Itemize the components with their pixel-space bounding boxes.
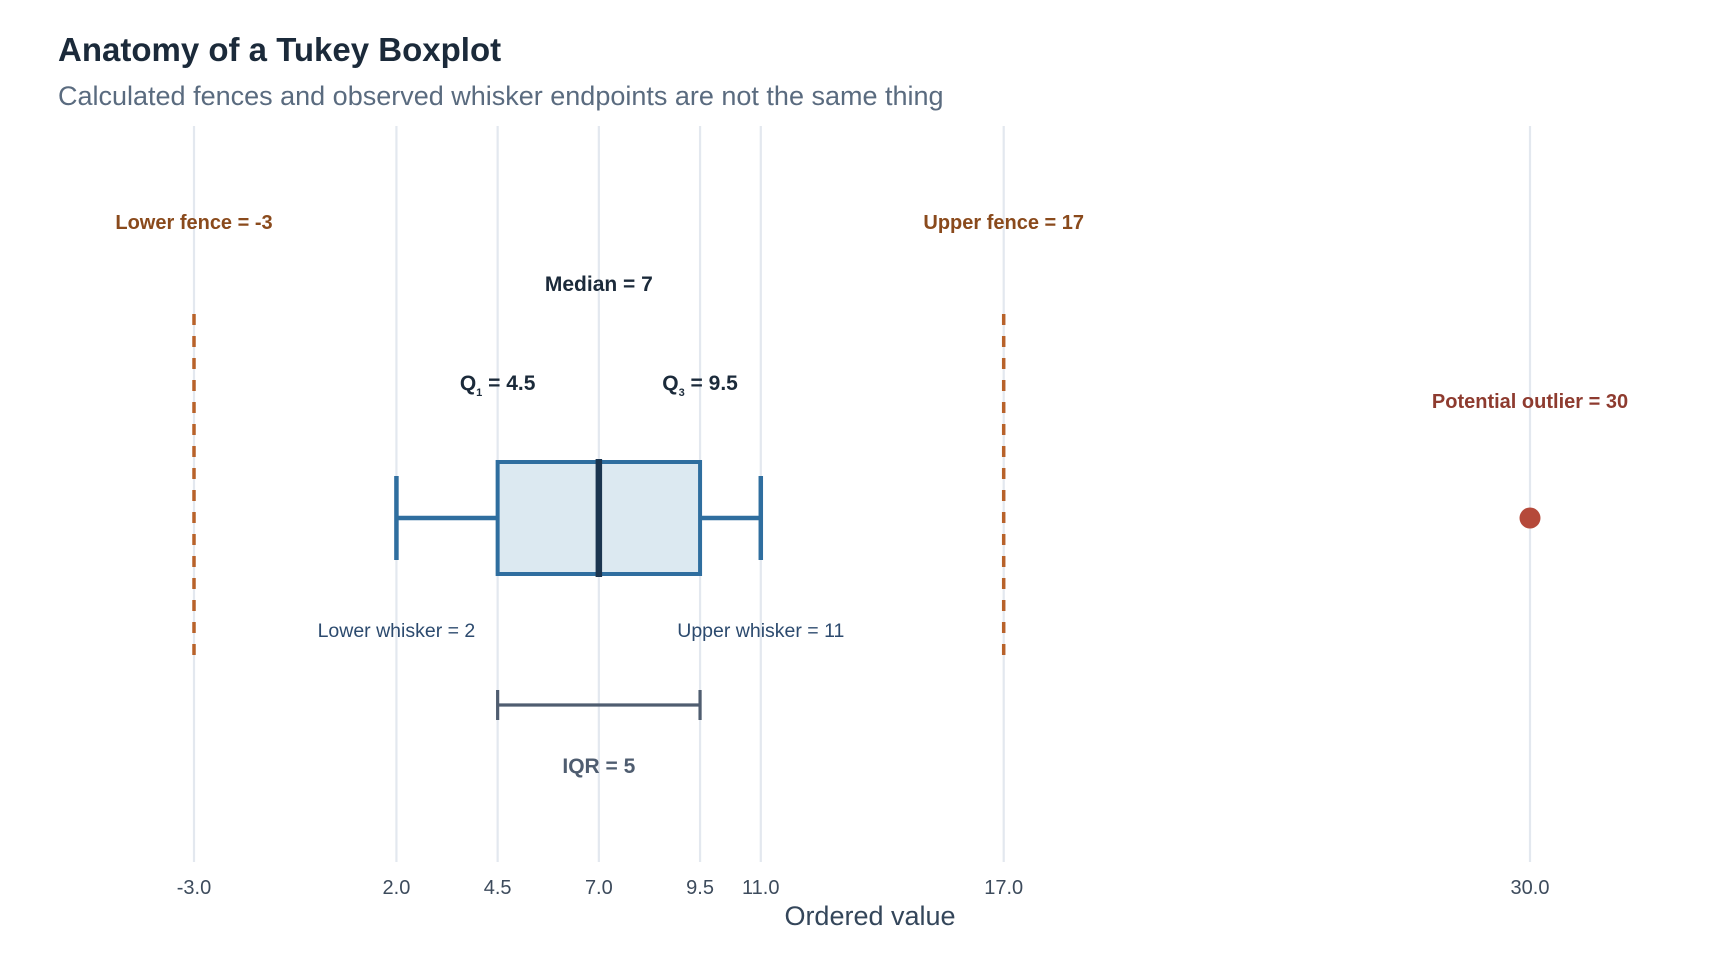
q3-label: Q3 = 9.5 bbox=[662, 372, 738, 399]
x-axis-ticks: -3.0 2.0 4.5 7.0 9.5 11.0 17.0 30.0 bbox=[177, 877, 1550, 899]
iqr-label: IQR = 5 bbox=[562, 755, 635, 778]
outlier-point bbox=[1519, 507, 1541, 529]
box-and-whiskers bbox=[394, 459, 764, 577]
x-tick-label: 9.5 bbox=[686, 877, 714, 899]
q1-letter: Q bbox=[460, 372, 476, 395]
x-tick-label: 2.0 bbox=[383, 877, 411, 899]
q3-letter: Q bbox=[662, 372, 678, 395]
q1-subscript: 1 bbox=[476, 387, 482, 399]
x-tick-label: -3.0 bbox=[177, 877, 211, 899]
q1-label: Q1 = 4.5 bbox=[460, 372, 536, 399]
iqr-bracket-group bbox=[496, 690, 702, 720]
x-axis-label: Ordered value bbox=[784, 901, 955, 931]
q3-subscript: 3 bbox=[679, 387, 685, 399]
x-tick-label: 7.0 bbox=[585, 877, 613, 899]
lower-whisker-label: Lower whisker = 2 bbox=[318, 620, 476, 642]
x-tick-label: 11.0 bbox=[742, 877, 779, 899]
x-tick-label: 17.0 bbox=[984, 877, 1023, 899]
q1-value: = 4.5 bbox=[482, 372, 535, 395]
chart-title: Anatomy of a Tukey Boxplot bbox=[58, 31, 501, 68]
x-tick-label: 30.0 bbox=[1511, 877, 1550, 899]
q3-value: = 9.5 bbox=[685, 372, 738, 395]
median-label: Median = 7 bbox=[545, 273, 653, 296]
x-tick-label: 4.5 bbox=[484, 877, 512, 899]
outlier-label: Potential outlier = 30 bbox=[1432, 391, 1628, 413]
chart-subtitle: Calculated fences and observed whisker e… bbox=[58, 81, 944, 111]
lower-fence-label: Lower fence = -3 bbox=[115, 212, 272, 234]
outliers bbox=[1519, 507, 1541, 529]
upper-fence-label: Upper fence = 17 bbox=[923, 212, 1084, 234]
upper-whisker-label: Upper whisker = 11 bbox=[677, 620, 844, 642]
